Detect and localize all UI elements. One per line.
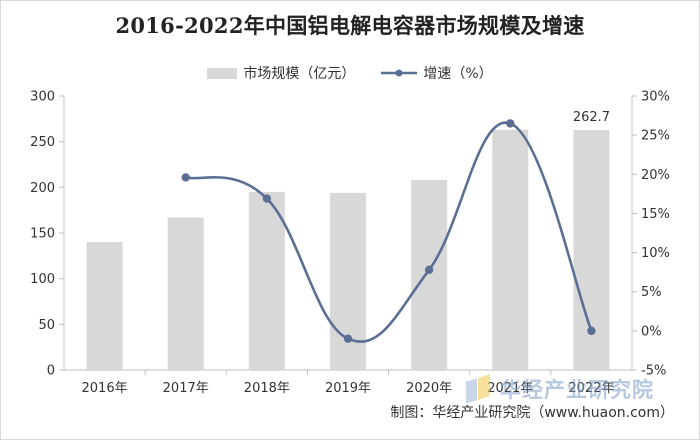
y-left-tick-label: 250	[30, 135, 55, 150]
growth-rate-point	[506, 119, 515, 128]
growth-rate-point	[587, 326, 596, 336]
x-tick-label: 2017年	[163, 381, 209, 396]
y-left-tick-label: 50	[38, 318, 55, 333]
x-tick-label: 2022年	[568, 381, 614, 396]
bar-2020年	[411, 180, 448, 370]
legend-bar-label: 市场规模（亿元）	[243, 66, 356, 82]
growth-rate-point	[343, 334, 353, 343]
y-right-tick-label: 25%	[641, 129, 670, 144]
bar-2017年	[167, 217, 204, 370]
x-tick-label: 2019年	[325, 381, 371, 396]
y-right-tick-label: 30%	[641, 90, 670, 105]
legend-item-bar: 市场规模（亿元）	[207, 63, 355, 83]
growth-rate-point	[424, 265, 434, 274]
y-right-tick-label: 20%	[641, 168, 670, 183]
y-left-tick-label: 200	[30, 181, 55, 196]
y-left-tick-label: 150	[30, 227, 55, 242]
watermark-text: 华经产业研究院	[500, 378, 654, 402]
y-left-tick-label: 0	[47, 364, 55, 379]
y-left-tick-label: 100	[30, 272, 55, 287]
bar-data-label: 262.7	[573, 110, 610, 125]
watermark-logo-icon	[466, 374, 494, 404]
y-right-tick-label: 10%	[641, 246, 670, 261]
y-right-tick-label: 0%	[641, 324, 662, 339]
y-right-tick-label: 5%	[641, 285, 662, 300]
watermark: 华经产业研究院	[466, 374, 654, 404]
legend-line-label: 增速（%）	[423, 66, 493, 82]
x-tick-label: 2021年	[487, 381, 533, 396]
y-right-tick-label: 15%	[641, 207, 670, 222]
growth-rate-point	[181, 173, 190, 182]
legend-bar-swatch	[207, 67, 238, 79]
growth-rate-point	[262, 194, 272, 203]
y-right-tick-label: -5%	[641, 364, 666, 379]
bar-2016年	[86, 242, 123, 370]
legend-item-line: 增速（%）	[381, 63, 493, 83]
x-tick-label: 2020年	[406, 381, 452, 396]
x-tick-label: 2016年	[82, 381, 128, 396]
growth-rate-line	[185, 121, 593, 343]
x-tick-label: 2018年	[244, 381, 290, 396]
chart-legend: 市场规模（亿元） 增速（%）	[0, 63, 700, 83]
bar-2019年	[330, 192, 366, 370]
legend-line-swatch	[381, 69, 418, 77]
source-footer: 制图：华经产业研究院（www.huaon.com）	[390, 405, 674, 421]
bar-2018年	[248, 191, 285, 370]
y-left-tick-label: 300	[30, 90, 55, 105]
bar-2021年	[492, 129, 529, 370]
chart-title: 2016-2022年中国铝电解电容器市场规模及增速	[115, 13, 585, 38]
